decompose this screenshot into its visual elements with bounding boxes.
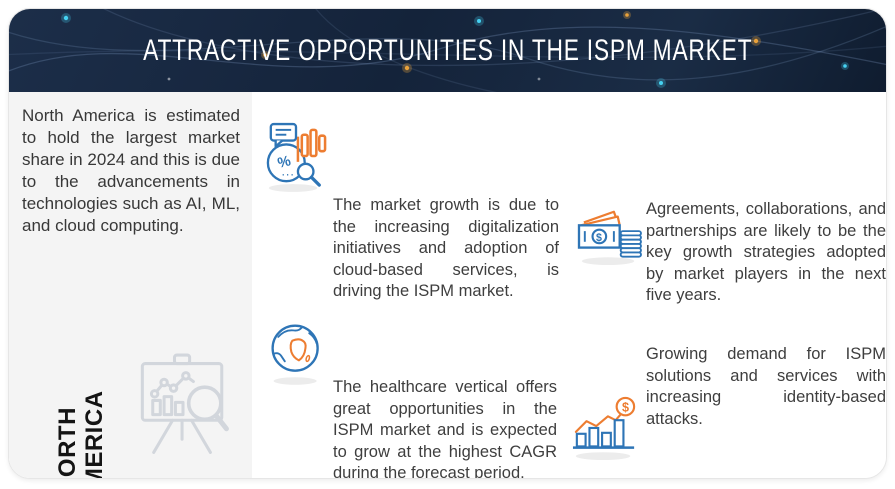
region-label-line1: NORTH	[54, 407, 81, 479]
opportunity-2: The healthcare vertical offers great opp…	[333, 377, 557, 479]
globe-icon	[271, 324, 319, 385]
region-panel: North America is estimated to hold the l…	[9, 92, 252, 478]
opportunity-3-text: Agreements, collaborations, and partners…	[646, 200, 886, 304]
growth-bar-chart-dollar-icon: $	[572, 396, 636, 460]
svg-text:...: ...	[281, 164, 294, 178]
money-banknote-coins-icon: $	[577, 210, 642, 266]
svg-text:$: $	[622, 400, 629, 414]
opportunity-4: Growing demand for ISPM solutions and se…	[646, 344, 886, 430]
page-title: ATTRACTIVE OPPORTUNITIES IN THE ISPM MAR…	[142, 33, 753, 67]
infographic-card: ATTRACTIVE OPPORTUNITIES IN THE ISPM MAR…	[8, 8, 887, 479]
glow-nodes	[61, 11, 849, 88]
content-area: North America is estimated to hold the l…	[9, 92, 886, 478]
svg-text:$: $	[596, 232, 602, 244]
opportunity-1-text: The market growth is due to the increasi…	[333, 196, 559, 300]
presentation-easel-magnifier-icon	[140, 353, 229, 454]
svg-text:%: %	[276, 153, 292, 172]
banner: ATTRACTIVE OPPORTUNITIES IN THE ISPM MAR…	[9, 9, 886, 92]
network-lines-background	[9, 9, 886, 92]
opportunity-2-icon-box	[267, 314, 327, 393]
opportunity-1: The market growth is due to the increasi…	[333, 195, 559, 303]
opportunity-3-icon-box: $	[576, 204, 644, 271]
region-label: NORTH AMERICA	[54, 391, 108, 479]
region-label-line2: AMERICA	[81, 390, 108, 479]
opportunity-3: Agreements, collaborations, and partners…	[646, 199, 886, 307]
market-analytics-magnifier-icon: % ...	[266, 122, 327, 192]
opportunity-1-icon-box: % ...	[265, 120, 327, 199]
opportunity-4-text: Growing demand for ISPM solutions and se…	[646, 345, 886, 428]
region-summary-text: North America is estimated to hold the l…	[22, 106, 240, 235]
opportunity-4-icon-box: $	[572, 392, 638, 467]
opportunity-2-text: The healthcare vertical offers great opp…	[333, 378, 557, 479]
